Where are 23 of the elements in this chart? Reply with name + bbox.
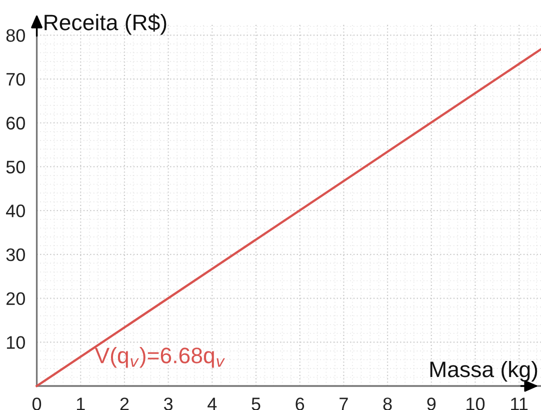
x-tick-label: 7 — [340, 398, 348, 410]
x-tick-label: 10 — [466, 398, 485, 410]
x-tick-label: 1 — [76, 398, 85, 410]
y-tick-label: 50 — [6, 160, 25, 174]
x-tick-label: 5 — [252, 398, 260, 410]
x-tick-label: 9 — [427, 398, 436, 410]
y-tick-label: 60 — [6, 116, 25, 130]
x-tick-label: 6 — [296, 398, 304, 410]
y-tick-label: 20 — [6, 292, 25, 306]
x-tick-label: 4 — [208, 398, 217, 410]
x-tick-label: 8 — [383, 398, 392, 410]
x-tick-label: 2 — [120, 398, 129, 410]
x-tick-label: 0 — [32, 398, 42, 410]
y-tick-label: 30 — [6, 248, 25, 262]
annotation: V(q$_{v}$)=6.68q$_{v}$ — [94, 347, 225, 368]
y-tick-label: 10 — [6, 336, 25, 349]
y-axis-title: Receita (R$) — [44, 14, 166, 35]
y-tick-label: 70 — [6, 72, 25, 86]
x-axis-title: Massa (kg) — [430, 360, 538, 382]
x-tick-label: 3 — [164, 398, 173, 410]
y-tick-label: 40 — [6, 204, 25, 218]
x-tick-label: 11 — [511, 398, 528, 410]
y-tick-label: 80 — [6, 29, 25, 42]
